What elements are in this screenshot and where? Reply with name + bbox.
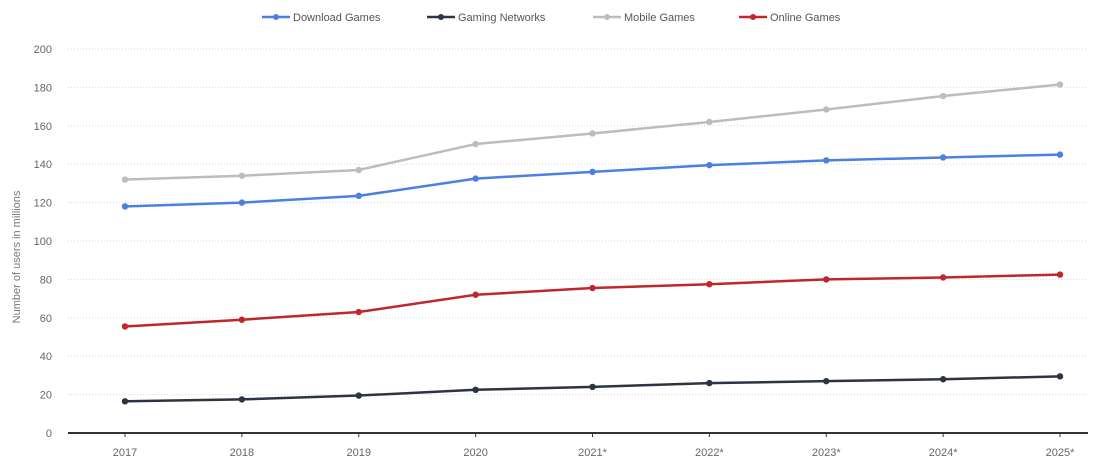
- data-point-online-games[interactable]: [823, 276, 830, 283]
- legend-item-mobile-games[interactable]: Mobile Games: [593, 12, 695, 24]
- data-point-online-games[interactable]: [238, 316, 246, 323]
- legend-label: Download Games: [293, 12, 381, 24]
- series-mobile-games: [121, 81, 1064, 183]
- legend-item-gaming-networks[interactable]: Gaming Networks: [427, 12, 546, 24]
- data-point-gaming-networks[interactable]: [1056, 373, 1064, 380]
- data-point-online-games[interactable]: [939, 274, 947, 281]
- y-tick-label: 60: [40, 313, 52, 325]
- y-tick-label: 160: [34, 121, 52, 133]
- y-tick-label: 80: [40, 274, 52, 286]
- data-point-gaming-networks[interactable]: [121, 398, 129, 405]
- x-tick-label: 2024*: [929, 447, 958, 459]
- x-tick-label: 2022*: [695, 447, 724, 459]
- data-point-mobile-games[interactable]: [355, 166, 362, 174]
- legend-item-online-games[interactable]: Online Games: [739, 12, 841, 24]
- y-axis-ticks: 0 20 40 60 80 100 120 140 160 180 200: [34, 44, 52, 440]
- data-point-mobile-games[interactable]: [238, 172, 246, 179]
- data-point-online-games[interactable]: [589, 284, 596, 292]
- data-point-download-games[interactable]: [121, 203, 129, 210]
- legend-label: Online Games: [770, 12, 841, 24]
- y-tick-label: 20: [40, 390, 52, 402]
- legend-swatch-marker: [750, 14, 756, 20]
- legend-item-download-games[interactable]: Download Games: [262, 12, 381, 24]
- legend-label: Gaming Networks: [458, 12, 546, 24]
- legend: Download Games Gaming Networks Mobile Game…: [262, 12, 841, 24]
- data-point-gaming-networks[interactable]: [589, 383, 596, 391]
- data-point-online-games[interactable]: [1056, 271, 1064, 278]
- data-point-gaming-networks[interactable]: [472, 386, 479, 393]
- data-point-online-games[interactable]: [472, 291, 479, 298]
- y-tick-label: 100: [34, 236, 52, 248]
- y-tick-label: 140: [34, 159, 52, 171]
- data-point-online-games[interactable]: [355, 308, 362, 316]
- x-tick-label: 2017: [113, 447, 137, 459]
- data-point-gaming-networks[interactable]: [238, 396, 246, 403]
- data-point-online-games[interactable]: [121, 323, 129, 330]
- series-group: [121, 81, 1064, 405]
- data-point-download-games[interactable]: [589, 168, 596, 176]
- data-point-mobile-games[interactable]: [121, 176, 129, 183]
- x-tick-label: 2023*: [812, 447, 841, 459]
- data-point-download-games[interactable]: [823, 157, 830, 164]
- x-axis: 2017 2018 2019 2020 2021* 2022* 2023* 2024* 2025…: [68, 432, 1088, 459]
- series-line-online-games: [124, 273, 1061, 328]
- y-tick-label: 120: [34, 198, 52, 210]
- legend-label: Mobile Games: [624, 12, 695, 24]
- data-point-download-games[interactable]: [472, 175, 479, 182]
- data-point-download-games[interactable]: [355, 192, 362, 200]
- series-line-download-games: [124, 153, 1061, 208]
- x-tick-label: 2018: [230, 447, 254, 459]
- data-point-mobile-games[interactable]: [1056, 81, 1064, 88]
- series-gaming-networks: [121, 373, 1064, 405]
- x-tick-label: 2020: [463, 447, 487, 459]
- data-point-download-games[interactable]: [1056, 151, 1064, 158]
- data-point-download-games[interactable]: [238, 199, 246, 206]
- x-tick-label: 2021*: [578, 447, 607, 459]
- series-download-games: [121, 151, 1064, 210]
- y-tick-label: 40: [40, 351, 52, 363]
- data-point-gaming-networks[interactable]: [706, 379, 713, 387]
- data-point-mobile-games[interactable]: [706, 118, 713, 126]
- x-tick-label: 2025*: [1046, 447, 1075, 459]
- data-point-mobile-games[interactable]: [939, 92, 947, 100]
- data-point-mobile-games[interactable]: [472, 140, 479, 148]
- data-point-online-games[interactable]: [706, 281, 713, 288]
- legend-swatch-marker: [438, 14, 444, 20]
- legend-swatch-marker: [604, 14, 610, 20]
- data-point-mobile-games[interactable]: [823, 106, 830, 113]
- data-point-mobile-games[interactable]: [589, 130, 596, 137]
- series-online-games: [121, 271, 1064, 330]
- y-tick-label: 0: [46, 428, 52, 440]
- data-point-download-games[interactable]: [706, 161, 713, 169]
- data-point-download-games[interactable]: [939, 154, 947, 161]
- grid-lines: [68, 48, 1088, 396]
- legend-swatch-marker: [273, 14, 279, 20]
- y-tick-label: 180: [34, 82, 52, 94]
- y-axis-label: Number of users in millions: [11, 190, 23, 323]
- x-tick-label: 2019: [347, 447, 371, 459]
- data-point-gaming-networks[interactable]: [355, 392, 362, 399]
- data-point-gaming-networks[interactable]: [823, 377, 830, 385]
- data-point-gaming-networks[interactable]: [939, 376, 947, 383]
- y-tick-label: 200: [34, 44, 52, 56]
